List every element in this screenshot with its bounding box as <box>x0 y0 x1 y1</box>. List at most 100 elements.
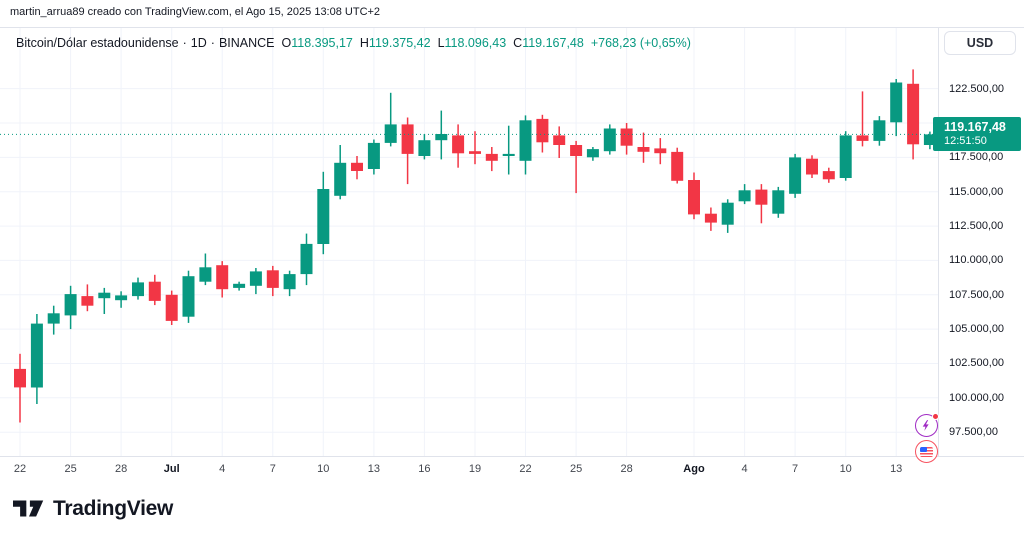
candle[interactable] <box>367 142 380 169</box>
currency-usd-button[interactable]: USD <box>944 31 1016 55</box>
candle[interactable] <box>334 162 347 196</box>
time-axis-label: 7 <box>269 463 276 475</box>
candle[interactable] <box>839 135 852 178</box>
us-flag-icon <box>920 446 933 457</box>
time-axis-label: 10 <box>839 463 852 475</box>
candle[interactable] <box>890 82 903 123</box>
price-axis[interactable]: USD 119.167,48 12:51:50 122.500,00120.00… <box>933 28 1024 456</box>
candle[interactable] <box>873 120 886 141</box>
candle[interactable] <box>199 267 212 282</box>
candle[interactable] <box>64 294 77 316</box>
tradingview-logo[interactable]: TradingView <box>13 496 173 521</box>
candle[interactable] <box>216 265 229 290</box>
chart-legend: Bitcoin/Dólar estadounidense · 1D · BINANCE O… <box>16 36 691 50</box>
flash-events-icon[interactable] <box>915 413 939 437</box>
tradingview-logo-text: TradingView <box>53 496 174 520</box>
candle[interactable] <box>553 135 566 145</box>
candle[interactable] <box>452 135 465 154</box>
legend-separator: · <box>182 36 187 50</box>
candle[interactable] <box>182 276 195 317</box>
event-icons <box>915 413 939 463</box>
price-axis-label: 102.500,00 <box>949 357 1005 369</box>
candle[interactable] <box>586 149 599 158</box>
candle[interactable] <box>351 162 363 171</box>
candle[interactable] <box>418 140 431 156</box>
time-axis-label: 16 <box>418 463 431 475</box>
exchange-label: BINANCE <box>218 36 275 50</box>
symbol-title[interactable]: Bitcoin/Dólar estadounidense <box>16 36 179 50</box>
candle[interactable] <box>132 282 144 297</box>
candle[interactable] <box>519 120 532 161</box>
price-axis-label: 115.000,00 <box>949 186 1004 198</box>
candle[interactable] <box>115 295 128 301</box>
candle[interactable] <box>165 294 178 321</box>
candle[interactable] <box>266 270 279 288</box>
bar-countdown: 12:51:50 <box>944 135 987 147</box>
price-axis-label: 117.500,00 <box>949 151 1004 163</box>
candle[interactable] <box>98 292 111 299</box>
price-axis-label: 105.000,00 <box>949 323 1005 335</box>
candle[interactable] <box>923 134 936 145</box>
candle[interactable] <box>401 124 414 154</box>
candle[interactable] <box>654 148 667 154</box>
candle[interactable] <box>721 202 734 225</box>
time-axis-label: 10 <box>317 463 330 475</box>
candle[interactable] <box>907 83 920 145</box>
time-axis-label: Jul <box>163 463 180 475</box>
candle[interactable] <box>637 147 650 152</box>
candle[interactable] <box>688 180 700 215</box>
interval-label[interactable]: 1D <box>190 36 207 50</box>
candlestick-chart[interactable] <box>0 28 938 456</box>
candle[interactable] <box>755 189 768 205</box>
candle[interactable] <box>536 118 549 143</box>
time-axis-label: 22 <box>519 463 532 475</box>
price-axis-label: 100.000,00 <box>949 392 1005 404</box>
candle[interactable] <box>300 243 313 275</box>
candle[interactable] <box>856 135 869 141</box>
candle[interactable] <box>671 151 684 181</box>
price-axis-label: 110.000,00 <box>949 254 1004 266</box>
attribution-text: martin_arrua89 creado con TradingView.co… <box>10 6 381 18</box>
ohlc-close: C119.167,48 <box>513 36 584 50</box>
time-axis-label: 19 <box>468 463 482 475</box>
candle[interactable] <box>81 296 94 306</box>
notification-dot <box>932 413 939 420</box>
candle[interactable] <box>249 271 262 286</box>
candle[interactable] <box>233 283 246 288</box>
candle[interactable] <box>435 134 448 141</box>
ohlc-high: H119.375,42 <box>359 36 431 50</box>
price-axis-label: 107.500,00 <box>949 289 1005 301</box>
candle[interactable] <box>502 153 515 156</box>
candle[interactable] <box>30 323 43 388</box>
lightning-bolt-icon <box>922 420 929 431</box>
candle[interactable] <box>317 189 330 244</box>
candle[interactable] <box>704 213 717 223</box>
ohlc-low: L118.096,43 <box>437 36 507 50</box>
price-axis-label: 112.500,00 <box>949 220 1004 232</box>
us-economic-events-icon[interactable] <box>915 440 938 463</box>
candle[interactable] <box>14 368 26 388</box>
time-axis-label: 28 <box>114 463 128 475</box>
current-price-badge: 119.167,48 12:51:50 <box>933 117 1021 151</box>
candle[interactable] <box>806 158 818 175</box>
time-axis[interactable]: 22 25 28 Jul 4 7 10 13 16 19 22 25 28 Ago 4 7 10 13 <box>0 456 1024 483</box>
candle[interactable] <box>570 145 583 156</box>
candle[interactable] <box>469 151 481 154</box>
candle[interactable] <box>283 274 296 290</box>
candle[interactable] <box>789 157 802 194</box>
candle[interactable] <box>384 124 397 143</box>
candle[interactable] <box>47 313 60 324</box>
chart-pane[interactable]: Bitcoin/Dólar estadounidense · 1D · BINANCE O… <box>0 28 938 456</box>
time-axis-label: 7 <box>792 463 799 475</box>
time-axis-label: 25 <box>64 463 77 475</box>
candle[interactable] <box>738 190 751 202</box>
change-label: +768,23 (+0,65%) <box>590 36 691 50</box>
candle[interactable] <box>603 128 616 152</box>
time-axis-label: 13 <box>367 463 381 475</box>
candle[interactable] <box>772 190 785 214</box>
candle[interactable] <box>822 171 835 180</box>
candle[interactable] <box>620 128 633 146</box>
candle[interactable] <box>485 153 498 161</box>
candle[interactable] <box>148 281 161 301</box>
